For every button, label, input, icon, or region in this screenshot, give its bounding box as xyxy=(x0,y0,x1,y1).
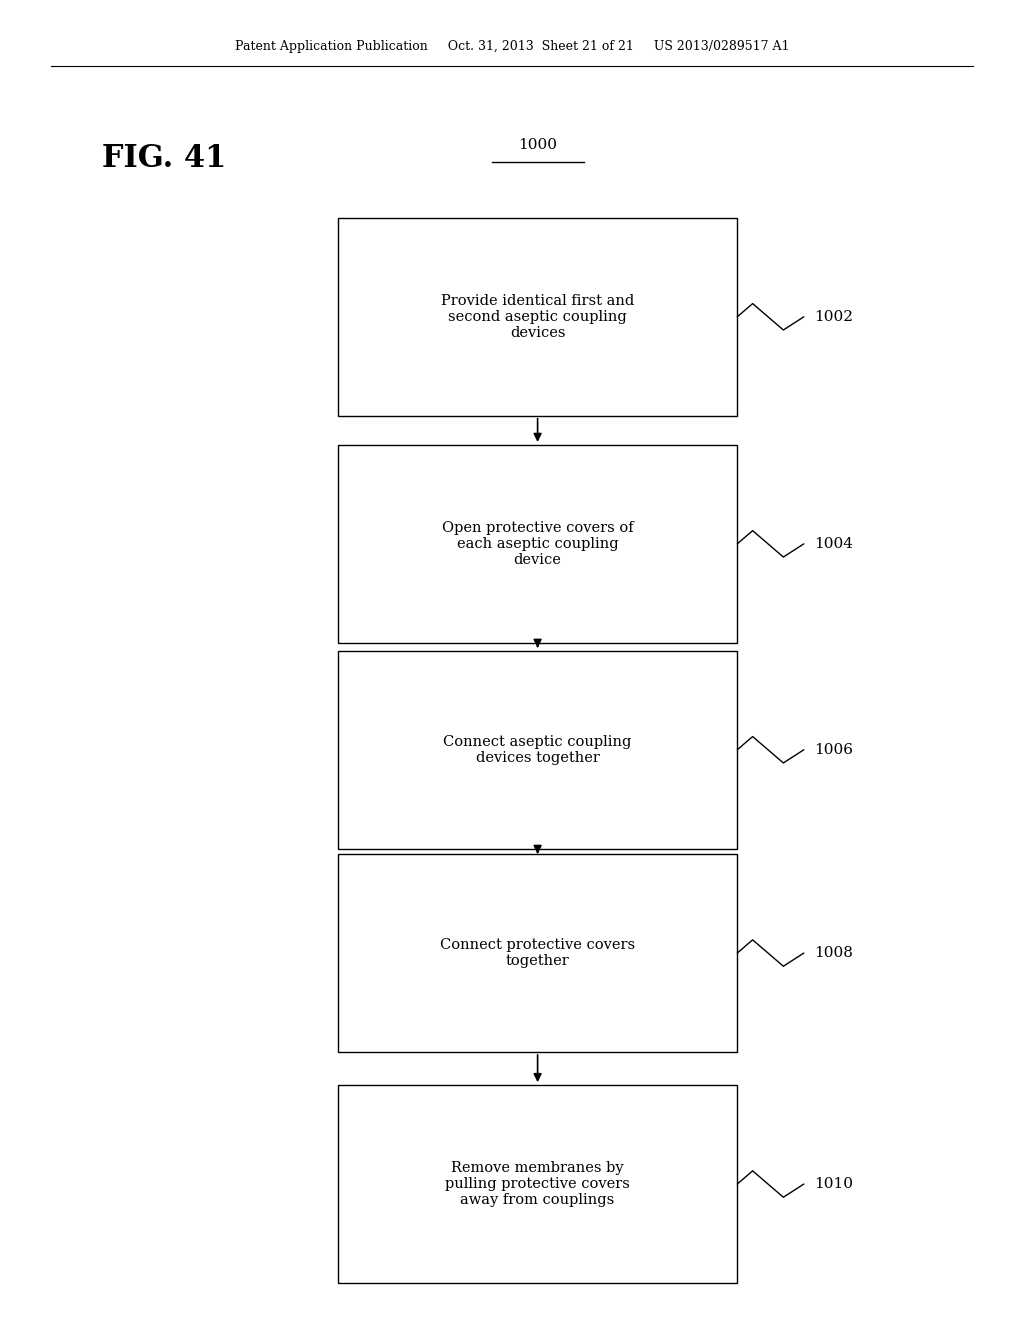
FancyBboxPatch shape xyxy=(338,445,737,643)
Text: Connect protective covers
together: Connect protective covers together xyxy=(440,939,635,968)
Text: Open protective covers of
each aseptic coupling
device: Open protective covers of each aseptic c… xyxy=(441,520,634,568)
Text: FIG. 41: FIG. 41 xyxy=(102,143,226,174)
FancyBboxPatch shape xyxy=(338,854,737,1052)
FancyBboxPatch shape xyxy=(338,218,737,416)
Text: 1000: 1000 xyxy=(518,139,557,152)
Text: 1006: 1006 xyxy=(814,743,853,756)
Text: Remove membranes by
pulling protective covers
away from couplings: Remove membranes by pulling protective c… xyxy=(445,1160,630,1208)
FancyBboxPatch shape xyxy=(338,1085,737,1283)
FancyBboxPatch shape xyxy=(338,651,737,849)
Text: Provide identical first and
second aseptic coupling
devices: Provide identical first and second asept… xyxy=(441,293,634,341)
Text: 1004: 1004 xyxy=(814,537,853,550)
Text: 1008: 1008 xyxy=(814,946,853,960)
Text: Connect aseptic coupling
devices together: Connect aseptic coupling devices togethe… xyxy=(443,735,632,764)
Text: Patent Application Publication     Oct. 31, 2013  Sheet 21 of 21     US 2013/028: Patent Application Publication Oct. 31, … xyxy=(234,40,790,53)
Text: 1002: 1002 xyxy=(814,310,853,323)
Text: 1010: 1010 xyxy=(814,1177,853,1191)
